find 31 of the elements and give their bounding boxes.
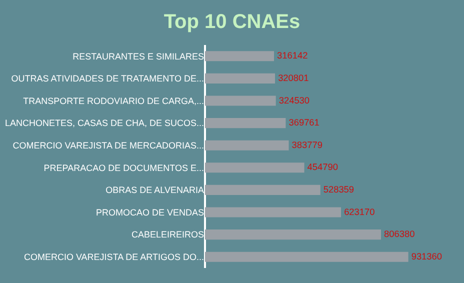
y-tick-label: COMERCIO VAREJISTA DE MERCADORIAS... — [12, 140, 204, 150]
bar — [205, 184, 320, 195]
y-tick-label: CABELEIREIROS — [131, 230, 204, 240]
y-tick-label: PREPARACAO DE DOCUMENTOS E... — [44, 162, 204, 173]
data-label: 806380 — [384, 229, 415, 240]
data-label: 454790 — [307, 162, 338, 172]
chart-title: Top 10 CNAEs — [164, 11, 300, 34]
y-tick-label: PROMOCAO DE VENDAS — [96, 207, 204, 218]
bar — [205, 96, 276, 106]
y-tick-label: OUTRAS ATIVIDADES DE TRATAMENTO DE... — [11, 74, 204, 84]
bar — [205, 51, 274, 62]
bar — [205, 252, 408, 262]
bar — [205, 118, 286, 128]
y-tick-label: OBRAS DE ALVENARIA — [106, 185, 204, 196]
y-tick-label: COMERCIO VAREJISTA DE ARTIGOS DO... — [24, 252, 204, 262]
bar — [205, 207, 342, 218]
y-tick-label: RESTAURANTES E SIMILARES — [72, 51, 204, 62]
data-label: 623170 — [344, 206, 375, 217]
data-label: 320801 — [278, 72, 309, 83]
y-tick-label: LANCHONETES, CASAS DE CHA, DE SUCOS... — [4, 118, 204, 128]
data-label: 383779 — [292, 140, 322, 150]
bar — [205, 140, 289, 150]
data-label: 316142 — [277, 50, 308, 61]
bar — [205, 73, 276, 84]
data-label: 369761 — [288, 118, 320, 128]
bar — [205, 230, 382, 240]
data-label: 324530 — [278, 95, 310, 106]
data-label: 931360 — [411, 251, 442, 262]
y-tick-label: TRANSPORTE RODOVIARIO DE CARGA,... — [23, 96, 204, 106]
bar — [205, 162, 304, 173]
data-label: 528359 — [323, 184, 354, 194]
